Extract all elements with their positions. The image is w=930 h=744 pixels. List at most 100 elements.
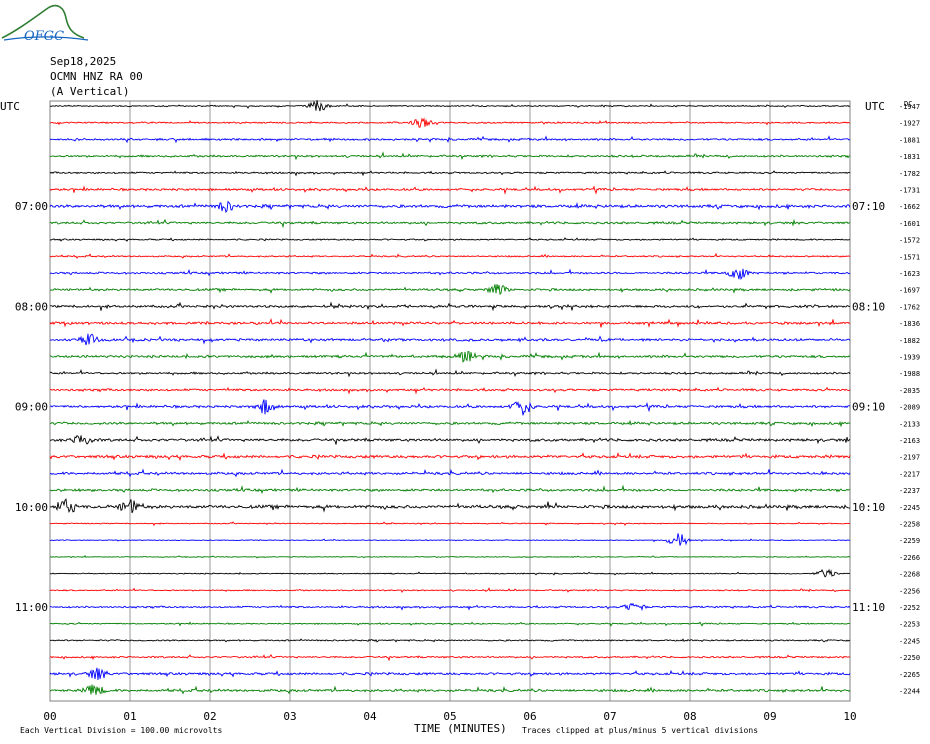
x-tick-label: 05 — [443, 710, 456, 723]
seismic-trace — [49, 667, 851, 680]
right-hour-label: 07:10 — [852, 200, 885, 213]
right-hour-label: 11:10 — [852, 601, 885, 614]
seismic-trace — [49, 185, 851, 195]
dc-offset-label: -1571 — [899, 253, 920, 261]
dc-offset-label: -2256 — [899, 587, 920, 595]
right-hour-label: 09:10 — [852, 401, 885, 414]
scale-note: Each Vertical Division = 100.00 microvol… — [20, 726, 222, 735]
dc-offset-label: -2258 — [899, 521, 920, 529]
seismic-trace — [49, 301, 851, 312]
seismic-trace — [49, 151, 851, 161]
seismic-trace — [49, 568, 851, 578]
logo: OFGC — [1, 4, 89, 44]
dc-offset-label: -1697 — [899, 287, 920, 295]
seismic-trace — [49, 170, 851, 177]
seismic-trace — [49, 386, 851, 395]
x-tick-label: 03 — [283, 710, 296, 723]
seismic-trace — [49, 521, 851, 527]
offset-header-label: DC — [904, 100, 912, 108]
seismic-trace — [49, 638, 851, 643]
station-label: OCMN HNZ RA 00 — [50, 70, 143, 83]
x-tick-label: 06 — [523, 710, 536, 723]
seismic-trace — [49, 621, 851, 627]
seismic-trace — [49, 268, 851, 281]
seismic-trace — [49, 218, 851, 229]
dc-offset-label: -2266 — [899, 554, 920, 562]
x-tick-label: 08 — [683, 710, 696, 723]
dc-offset-label: -2244 — [899, 688, 920, 696]
seismic-trace — [49, 200, 851, 214]
seismic-trace — [49, 350, 851, 363]
right-hour-label: 10:10 — [852, 501, 885, 514]
x-tick-label: 02 — [203, 710, 216, 723]
dc-offset-label: -2252 — [899, 604, 920, 612]
left-hour-label: 10:00 — [15, 501, 48, 514]
seismic-trace — [49, 684, 851, 695]
dc-offset-label: -1831 — [899, 153, 920, 161]
dc-offset-label: -2265 — [899, 671, 920, 679]
dc-offset-label: -2237 — [899, 487, 920, 495]
seismic-trace — [49, 100, 851, 112]
seismic-trace — [49, 368, 851, 378]
dc-offset-label: -1572 — [899, 237, 920, 245]
dc-offset-label: -2268 — [899, 571, 920, 579]
dc-offset-label: -1988 — [899, 370, 920, 378]
left-hour-label: 07:00 — [15, 200, 48, 213]
dc-offset-label: -2163 — [899, 437, 920, 445]
dc-offset-label: -2089 — [899, 404, 920, 412]
right-timezone-label: UTC — [865, 100, 885, 113]
x-tick-label: 10 — [843, 710, 856, 723]
seismic-trace — [49, 602, 851, 612]
dc-offset-label: -2035 — [899, 387, 920, 395]
seismic-trace — [49, 468, 851, 478]
clip-note: Traces clipped at plus/minus 5 vertical … — [522, 726, 758, 735]
seismic-trace — [49, 498, 851, 514]
seismic-trace — [49, 333, 851, 346]
seismic-trace — [49, 451, 851, 462]
dc-offset-label: -1662 — [899, 203, 920, 211]
left-hour-label: 09:00 — [15, 401, 48, 414]
right-hour-label: 08:10 — [852, 300, 885, 313]
right-hour-labels: 07:10 08:10 09:10 10:10 11:10 — [852, 200, 885, 614]
dc-offset-label: -1927 — [899, 120, 920, 128]
seismic-trace — [49, 653, 851, 662]
dc-offset-label: -2259 — [899, 537, 920, 545]
x-axis-ticks: 00 01 02 03 04 05 06 07 08 09 10 — [43, 710, 856, 723]
dc-offset-label: -1947 — [899, 103, 920, 111]
left-hour-label: 08:00 — [15, 300, 48, 313]
dc-offset-label: -1782 — [899, 170, 920, 178]
trace-lines — [49, 100, 851, 695]
component-label: (A Vertical) — [50, 85, 129, 98]
date-label: Sep18,2025 — [50, 55, 116, 68]
x-axis-title: TIME (MINUTES) — [414, 722, 507, 735]
time-grid — [129, 101, 771, 701]
seismic-trace — [49, 435, 851, 445]
dc-offset-label: -1882 — [899, 337, 920, 345]
x-tick-label: 09 — [763, 710, 776, 723]
dc-offset-label: -2250 — [899, 654, 920, 662]
dc-offset-label: -1762 — [899, 303, 920, 311]
dc-offset-label: -1601 — [899, 220, 920, 228]
seismic-trace — [49, 484, 851, 495]
x-tick-label: 07 — [603, 710, 616, 723]
seismic-trace — [49, 252, 851, 259]
logo-text: OFGC — [24, 29, 64, 44]
seismic-trace — [49, 419, 851, 428]
seismic-trace — [49, 399, 851, 416]
left-hour-labels: 07:00 08:00 09:00 10:00 11:00 — [15, 200, 48, 614]
seismic-trace — [49, 555, 851, 559]
x-tick-label: 04 — [363, 710, 377, 723]
seismic-trace — [49, 533, 851, 546]
dc-offset-label: -2245 — [899, 637, 920, 645]
dc-offset-label: -2253 — [899, 621, 920, 629]
dc-offset-label: -1836 — [899, 320, 920, 328]
dc-offset-label: -2245 — [899, 504, 920, 512]
dc-offset-label: -1623 — [899, 270, 920, 278]
seismic-trace — [49, 237, 851, 242]
dc-offset-label: -2217 — [899, 470, 920, 478]
dc-offset-label: -2197 — [899, 454, 920, 462]
seismic-trace — [49, 587, 851, 593]
logo-underline-icon — [3, 36, 89, 41]
x-tick-label: 00 — [43, 710, 56, 723]
